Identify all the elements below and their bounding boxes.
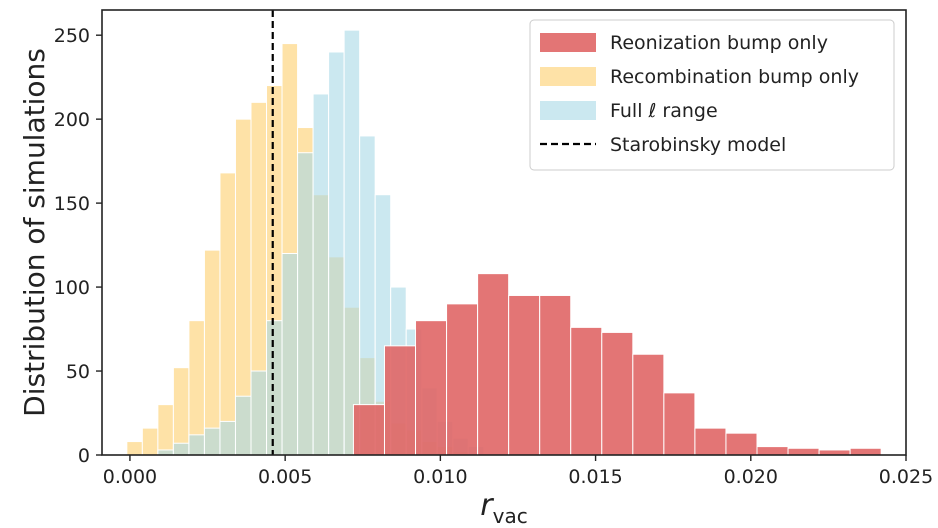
x-tick-label: 0.005	[258, 466, 312, 488]
x-tick-label: 0.025	[879, 466, 933, 488]
legend: Reonization bump only Recombination bump …	[529, 19, 895, 171]
histogram-bar	[383, 345, 417, 456]
histogram-bar	[328, 51, 345, 456]
x-axis-ticks: 0.000 0.005 0.010 0.015 0.020 0.025	[103, 455, 933, 488]
legend-label: Reonization bump only	[610, 32, 828, 54]
histogram-bar	[570, 326, 603, 456]
axis-labels: rvac Distribution of simulations	[18, 48, 528, 528]
legend-label: Full ℓ range	[610, 100, 718, 122]
histogram-bar	[725, 432, 758, 456]
y-tick-label: 200	[54, 109, 90, 131]
histogram-bar	[787, 447, 820, 456]
histogram-bar	[297, 152, 314, 456]
histogram-bar	[477, 273, 510, 456]
x-axis-label-subscript: vac	[493, 504, 528, 524]
legend-box	[529, 19, 895, 171]
histogram-bar	[415, 320, 448, 456]
histogram-bar	[203, 427, 221, 456]
histogram-bar	[234, 395, 252, 456]
histogram-bar	[172, 442, 190, 456]
legend-swatch	[540, 101, 596, 120]
bars-layer	[126, 29, 882, 456]
y-axis-ticks: 0 50 100 150 200 250	[54, 25, 102, 467]
y-tick-label: 100	[54, 277, 90, 299]
histogram-bar	[632, 353, 665, 456]
y-tick-label: 0	[78, 445, 90, 467]
y-axis-label: Distribution of simulations	[18, 48, 51, 417]
histogram-bar	[250, 370, 268, 456]
legend-item-reonization-bump-only: Reonization bump only	[540, 32, 828, 54]
histogram-bar	[281, 252, 299, 456]
legend-item-full-range: Full ℓ range	[540, 100, 718, 122]
legend-item-starobinsky-model: Starobinsky model	[540, 134, 786, 156]
legend-swatch	[540, 33, 596, 52]
y-tick-label: 250	[54, 25, 90, 47]
histogram-bar	[539, 294, 572, 456]
histogram-bar	[219, 420, 236, 456]
histogram-bar	[126, 441, 143, 456]
y-tick-label: 150	[54, 193, 90, 215]
series-reonization-bump-only	[352, 273, 882, 456]
histogram-bar	[141, 427, 159, 456]
y-tick-label: 50	[66, 361, 90, 383]
legend-swatch	[540, 67, 596, 86]
x-axis-label-main: r	[480, 488, 494, 523]
histogram-bar	[343, 29, 361, 456]
histogram-bar	[601, 331, 634, 456]
legend-item-recombination-bump-only: Recombination bump only	[540, 66, 859, 88]
histogram-bar	[446, 303, 479, 456]
histogram-bar	[694, 427, 727, 456]
histogram-bar	[157, 404, 174, 456]
histogram-bar	[756, 446, 789, 456]
histogram-bar	[849, 447, 882, 456]
histogram-bar	[172, 367, 190, 456]
histogram-bar	[203, 249, 221, 456]
histogram-bar	[508, 294, 541, 456]
histogram-bar	[219, 172, 236, 456]
histogram-bar	[312, 93, 330, 456]
histogram-bar	[663, 392, 696, 456]
histogram-bar	[266, 320, 283, 456]
legend-label: Starobinsky model	[610, 134, 786, 156]
x-tick-label: 0.015	[568, 466, 622, 488]
histogram-bar	[188, 434, 205, 456]
x-tick-label: 0.000	[103, 466, 157, 488]
plot-frame	[101, 9, 907, 456]
legend-label: Recombination bump only	[610, 66, 859, 88]
x-tick-label: 0.010	[413, 466, 467, 488]
histogram-bar	[352, 404, 385, 456]
x-tick-label: 0.020	[724, 466, 778, 488]
